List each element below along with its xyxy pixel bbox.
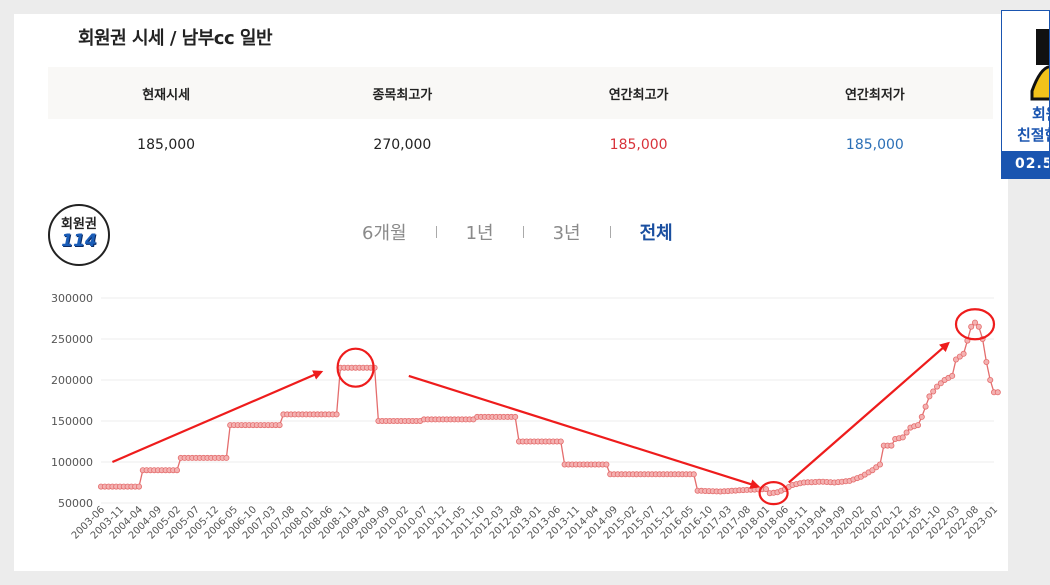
mascot-icon <box>1030 29 1049 101</box>
brand-logo: 회원권 114 <box>48 204 110 266</box>
price-line-chart: 500001000001500002000002500003000002003-… <box>51 292 1001 542</box>
tab-divider <box>522 226 524 238</box>
logo-text-top: 회원권 <box>61 217 97 232</box>
price-point <box>763 486 770 493</box>
price-point <box>333 411 340 418</box>
price-point <box>968 323 975 330</box>
y-tick-label: 50000 <box>58 497 93 510</box>
price-point <box>918 413 925 420</box>
y-tick-label: 300000 <box>51 292 93 305</box>
y-tick-label: 150000 <box>51 415 93 428</box>
price-point <box>888 442 895 449</box>
value-annual-low: 185,000 <box>845 137 904 153</box>
tab-6-months[interactable]: 6개월 <box>362 223 407 244</box>
trend-arrow <box>408 374 761 489</box>
price-point <box>930 388 937 395</box>
tab-divider <box>435 226 437 238</box>
logo-text-bottom: 114 <box>61 231 97 251</box>
banner-date: 02.5 <box>1002 151 1049 178</box>
price-point <box>949 372 956 379</box>
mascot-ear-icon <box>1036 29 1049 65</box>
summary-header-row: 현재시세 종목최고가 연간최고가 연간최저가 <box>48 67 993 119</box>
price-point <box>975 323 982 330</box>
page-panel: 회원권 시세 / 남부cc 일반 현재시세 종목최고가 연간최고가 연간최저가 … <box>14 14 1008 571</box>
highlight-circle <box>758 481 789 506</box>
y-tick-label: 250000 <box>51 333 93 346</box>
value-all-time-high: 270,000 <box>373 137 432 153</box>
price-point <box>987 376 994 383</box>
price-point <box>994 389 1001 396</box>
price-point <box>983 358 990 365</box>
y-tick-label: 200000 <box>51 374 93 387</box>
price-point <box>899 434 906 441</box>
y-tick-label: 100000 <box>51 456 93 469</box>
header-all-time-high: 종목최고가 <box>372 87 433 103</box>
tab-3-years[interactable]: 3년 <box>552 223 581 244</box>
price-point <box>276 422 283 429</box>
price-point <box>922 403 929 410</box>
banner-text-line1: 회원 <box>1032 105 1049 123</box>
price-point <box>557 438 564 445</box>
tab-divider <box>609 226 611 238</box>
price-point <box>136 483 143 490</box>
value-current-price: 185,000 <box>137 137 196 153</box>
price-point <box>903 429 910 436</box>
value-annual-high: 185,000 <box>609 137 668 153</box>
price-point <box>223 454 230 461</box>
trend-arrow <box>111 370 324 464</box>
price-point <box>960 350 967 357</box>
header-annual-high: 연간최고가 <box>608 87 669 103</box>
price-point <box>926 393 933 400</box>
price-point <box>915 422 922 429</box>
summary-value-row: 185,000 270,000 185,000 185,000 <box>48 119 993 171</box>
price-point <box>603 461 610 468</box>
price-point <box>934 383 941 390</box>
price-point <box>690 471 697 478</box>
banner-text-line2: 친절한 <box>1017 126 1049 144</box>
highlight-circle <box>336 347 375 388</box>
page-title: 회원권 시세 / 남부cc 일반 <box>78 28 273 49</box>
price-point <box>877 461 884 468</box>
header-annual-low: 연간최저가 <box>844 87 905 103</box>
price-point <box>512 413 519 420</box>
side-banner-ad[interactable]: 회원 친절한 02.5 <box>1001 10 1050 179</box>
price-point <box>972 319 979 326</box>
period-tabs: 6개월 1년 3년 전체 <box>362 219 673 245</box>
price-point <box>173 467 180 474</box>
tab-all[interactable]: 전체 <box>639 223 673 244</box>
header-current-price: 현재시세 <box>142 87 191 103</box>
price-point <box>937 380 944 387</box>
tab-1-year[interactable]: 1년 <box>465 223 494 244</box>
summary-table: 현재시세 종목최고가 연간최고가 연간최저가 185,000 270,000 1… <box>48 67 993 171</box>
mascot-body-icon <box>1030 65 1049 101</box>
highlight-circle <box>954 308 996 341</box>
trend-arrow <box>788 341 950 484</box>
